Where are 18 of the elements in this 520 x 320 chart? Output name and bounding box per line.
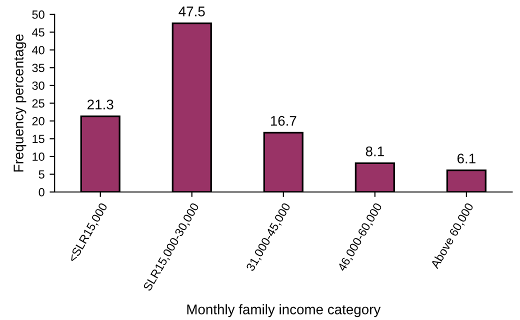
y-tick-label: 10 xyxy=(32,152,44,161)
y-axis-title: Frequency percentage xyxy=(14,34,26,172)
y-tick-label: 25 xyxy=(32,99,44,108)
y-tick-label: 40 xyxy=(32,46,44,54)
data-label: 16.7 xyxy=(270,116,296,126)
y-tick-label: 45 xyxy=(32,28,44,37)
y-tick-label: 35 xyxy=(32,64,44,72)
y-tick-label: 30 xyxy=(32,81,44,90)
data-label: 47.5 xyxy=(178,6,205,16)
y-tick-label: 15 xyxy=(32,134,44,144)
y-tick-label: 20 xyxy=(32,116,44,126)
y-tick-label: 0 xyxy=(38,188,44,196)
x-axis-title: Monthly family income category xyxy=(187,304,381,318)
data-label: 6.1 xyxy=(457,154,476,164)
y-tick-label: 5 xyxy=(38,170,44,179)
y-tick-label: 50 xyxy=(32,10,44,19)
data-label: 21.3 xyxy=(88,100,114,110)
data-label: 8.1 xyxy=(366,146,384,156)
